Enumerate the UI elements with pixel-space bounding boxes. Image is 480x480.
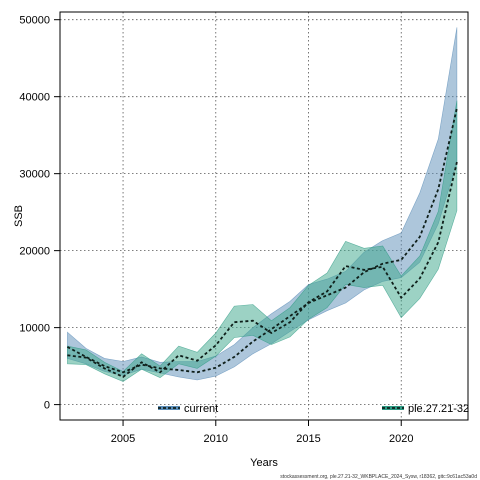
y-axis-title: SSB: [13, 205, 25, 227]
x-axis-title: Years: [250, 457, 278, 469]
x-axis-ticks: 2005 2010 2015 2020: [111, 420, 413, 445]
series-lines: [66, 107, 458, 378]
y-axis-ticks: 0 10000 20000 30000 40000 50000: [19, 15, 60, 412]
y-tick-label-20000: 20000: [19, 246, 50, 258]
line-current: [66, 107, 458, 374]
y-tick-label-30000: 30000: [19, 169, 50, 181]
line-ple: [67, 161, 458, 378]
legend-label-current: current: [184, 403, 218, 415]
legend-label-ple: ple.27.21-32: [408, 403, 469, 415]
plot-frame: [59, 11, 469, 421]
footer-credit: stockassessment.org, ple.27.21-32_WKBPLA…: [280, 474, 477, 480]
legend: current ple.27.21-32: [158, 403, 469, 415]
confidence-bands: [67, 27, 458, 382]
x-tick-label-2010: 2010: [204, 433, 228, 445]
band-ple: [67, 100, 458, 382]
x-tick-label-2020: 2020: [389, 433, 413, 445]
grid-layer: [60, 12, 468, 420]
y-tick-label-10000: 10000: [19, 323, 50, 335]
y-tick-label-40000: 40000: [19, 92, 50, 104]
y-tick-label-50000: 50000: [19, 15, 50, 27]
x-tick-label-2015: 2015: [296, 433, 320, 445]
x-tick-label-2005: 2005: [111, 433, 135, 445]
y-tick-label-0: 0: [44, 400, 50, 412]
